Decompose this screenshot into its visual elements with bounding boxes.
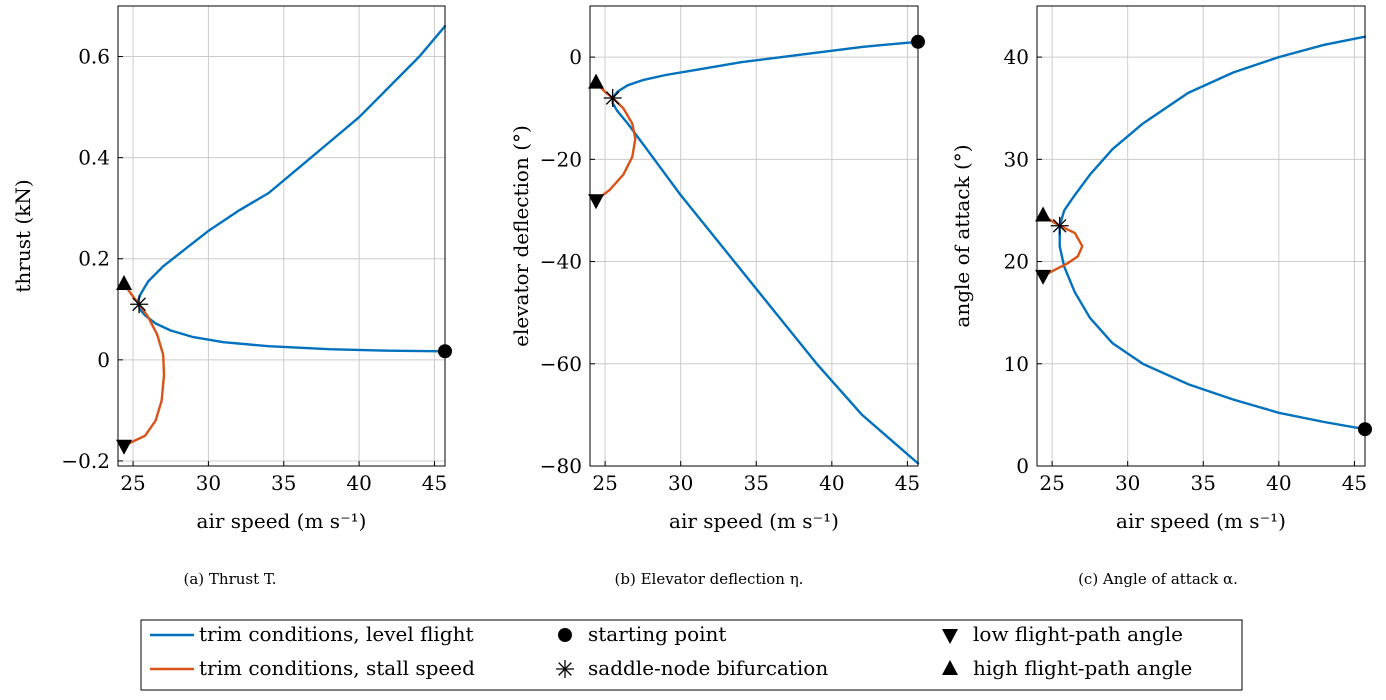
plot-frame <box>589 5 919 467</box>
legend-label: trim conditions, level flight <box>199 622 474 646</box>
x-tick-label: 25 <box>592 471 617 495</box>
x-tick-label: 30 <box>668 471 693 495</box>
plot-frame <box>117 5 446 467</box>
y-tick-label: −80 <box>540 454 582 478</box>
y-axis-label: elevator deflection (°) <box>509 125 533 347</box>
legend-item: starting point <box>558 622 726 646</box>
low-flight-path-angle-marker <box>1035 269 1052 285</box>
legend-item: high flight-path angle <box>942 656 1192 680</box>
x-tick-label: 30 <box>1115 471 1140 495</box>
x-tick-label: 25 <box>1039 471 1064 495</box>
x-tick-label: 35 <box>744 471 769 495</box>
y-tick-label: 0.4 <box>78 146 110 170</box>
x-tick-label: 45 <box>1342 471 1367 495</box>
chart-panel-3: 25 30 35 40 45 0 10 20 30 40 air speed (m s⁻¹) angl… <box>950 5 1372 588</box>
y-tick-label: −0.2 <box>61 449 110 473</box>
subfigure-caption: (a) Thrust T. <box>184 570 277 588</box>
series-line-level-flight <box>1058 35 1367 431</box>
x-tick-label: 45 <box>895 471 920 495</box>
legend-label: saddle-node bifurcation <box>588 656 828 680</box>
legend-item: low flight-path angle <box>942 622 1183 646</box>
legend-label: starting point <box>588 622 726 646</box>
x-tick-label: 30 <box>196 471 221 495</box>
series-line-level-flight <box>611 40 920 465</box>
triangle-down-icon <box>942 629 958 644</box>
y-tick-label: 30 <box>1004 147 1029 171</box>
x-tick-label: 35 <box>1191 471 1216 495</box>
triangle-up-icon <box>942 660 958 675</box>
y-tick-label: 0.2 <box>78 247 110 271</box>
legend-box <box>140 619 1243 691</box>
x-tick-label: 35 <box>271 471 296 495</box>
legend-label: trim conditions, stall speed <box>199 656 475 680</box>
y-axis-label: angle of attack (°) <box>950 144 974 327</box>
y-tick-label: 10 <box>1004 352 1029 376</box>
x-axis-label: air speed (m s⁻¹) <box>1116 509 1286 533</box>
saddle-node-bifurcation-marker <box>1050 216 1069 235</box>
legend: trim conditions, level flight starting po… <box>140 619 1243 691</box>
chart-panel-2: 25 30 35 40 45 −80 −60 −40 −20 0 air speed (m s⁻¹)… <box>509 5 925 588</box>
series-line-stall-speed <box>1041 214 1084 278</box>
y-tick-label: −40 <box>540 250 582 274</box>
low-flight-path-angle-marker <box>116 439 133 455</box>
asterisk-icon <box>556 660 574 678</box>
saddle-node-bifurcation-marker <box>603 89 622 107</box>
y-tick-label: −60 <box>540 352 582 376</box>
x-tick-label: 40 <box>1266 471 1291 495</box>
x-tick-label: 25 <box>120 471 145 495</box>
y-tick-label: 0.6 <box>78 45 110 69</box>
series-line-level-flight <box>136 25 447 353</box>
y-tick-label: 0 <box>97 348 110 372</box>
y-axis-label: thrust (kN) <box>11 179 35 292</box>
low-flight-path-angle-marker <box>588 194 605 210</box>
saddle-node-bifurcation-marker <box>130 295 149 314</box>
high-flight-path-angle-marker <box>116 275 133 291</box>
subfigure-caption: (b) Elevator deflection η. <box>615 570 804 588</box>
chart-panel-1: 25 30 35 40 45 −0.2 0 0.2 0.4 0.6 air speed (m s⁻¹… <box>11 5 452 588</box>
x-axis-label: air speed (m s⁻¹) <box>197 509 367 533</box>
legend-item: trim conditions, stall speed <box>150 656 475 680</box>
y-tick-label: 0 <box>1016 454 1029 478</box>
subfigure-caption: (c) Angle of attack α. <box>1078 570 1238 588</box>
legend-label: high flight-path angle <box>973 656 1192 680</box>
circle-icon <box>558 628 572 642</box>
plot-frame <box>1036 5 1366 467</box>
high-flight-path-angle-marker <box>588 73 605 89</box>
x-axis-label: air speed (m s⁻¹) <box>669 509 839 533</box>
y-tick-label: 40 <box>1004 45 1029 69</box>
legend-item: trim conditions, level flight <box>150 622 474 646</box>
x-tick-label: 40 <box>819 471 844 495</box>
y-tick-label: 20 <box>1004 250 1029 274</box>
x-tick-label: 45 <box>422 471 447 495</box>
y-tick-label: 0 <box>569 45 582 69</box>
y-tick-label: −20 <box>540 147 582 171</box>
legend-item: saddle-node bifurcation <box>556 656 828 680</box>
x-tick-label: 40 <box>346 471 371 495</box>
legend-label: low flight-path angle <box>973 622 1183 646</box>
high-flight-path-angle-marker <box>1035 206 1052 222</box>
